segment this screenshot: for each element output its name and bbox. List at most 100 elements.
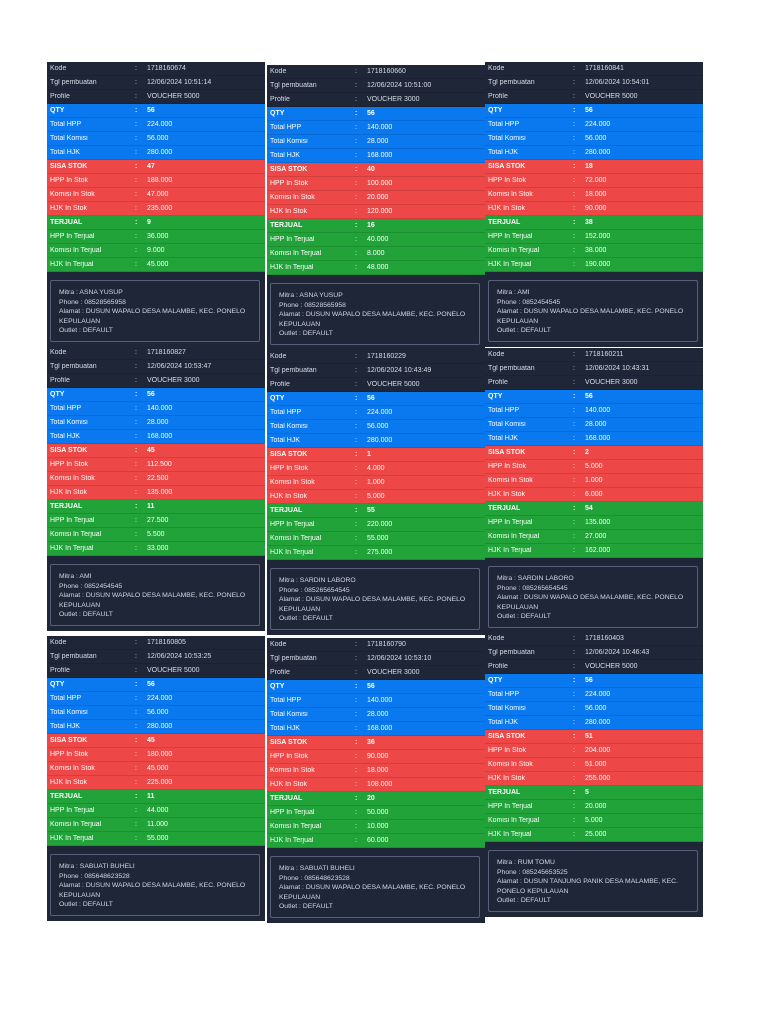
terjual-value: 5 xyxy=(585,789,589,796)
profile-label: Profile xyxy=(488,379,508,386)
total-komisi-value: 56.000 xyxy=(585,135,607,142)
kode-label: Kode xyxy=(50,349,67,356)
colon: : xyxy=(573,177,575,184)
tgl-row: Tgl pembuatan: 12/06/2024 10:53:10 xyxy=(267,652,485,666)
colon: : xyxy=(573,407,575,414)
kode-row: Kode: 1718160841 xyxy=(485,62,703,76)
tgl-value: 12/06/2024 10:54:01 xyxy=(585,79,650,86)
voucher-card-1718160805: Kode: 1718160805 Tgl pembuatan: 12/06/2024… xyxy=(47,636,265,921)
hjk-terjual-row: HJK In Terjual: 275.000 xyxy=(267,546,485,560)
komisi-terjual-value: 27.000 xyxy=(585,533,607,540)
mitra-line: Mitra : SABUATI BUHELI xyxy=(279,865,355,872)
colon: : xyxy=(135,489,137,496)
alamat-value: DUSUN WAPALO DESA MALAMBE, KEC. PONELO K… xyxy=(59,882,246,899)
hjk-terjual-value: 190.000 xyxy=(585,261,611,268)
komisi-terjual-row: Komisi In Terjual: 5.500 xyxy=(47,528,265,542)
hpp-terjual-label: HPP In Terjual xyxy=(270,809,315,816)
total-hjk-value: 280.000 xyxy=(585,149,611,156)
kode-label: Kode xyxy=(270,641,287,648)
alamat-value: DUSUN WAPALO DESA MALAMBE, KEC. PONELO K… xyxy=(279,884,466,901)
alamat-line: Alamat : DUSUN WAPALO DESA MALAMBE, KEC.… xyxy=(59,882,246,899)
alamat-label: Alamat xyxy=(497,308,519,315)
kode-value: 1718160827 xyxy=(147,349,186,356)
outlet-value: DEFAULT xyxy=(302,903,333,910)
kode-row: Kode: 1718160660 xyxy=(267,65,485,79)
hjk-terjual-row: HJK In Terjual: 60.000 xyxy=(267,834,485,848)
hjk-stok-row: HJK In Stok: 108.000 xyxy=(267,778,485,792)
colon: : xyxy=(355,465,357,472)
komisi-stok-label: Komisi In Stok xyxy=(270,479,315,486)
total-komisi-row: Total Komisi: 28.000 xyxy=(267,708,485,722)
colon: : xyxy=(573,803,575,810)
qty-value: 56 xyxy=(367,395,375,402)
mitra-line: Mitra : SABUATI BUHELI xyxy=(59,863,135,870)
komisi-stok-row: Komisi In Stok: 51.000 xyxy=(485,758,703,772)
hpp-stok-value: 204.000 xyxy=(585,747,611,754)
profile-label: Profile xyxy=(488,663,508,670)
total-hpp-value: 140.000 xyxy=(367,124,393,131)
colon: : xyxy=(573,775,575,782)
phone-value: 0852454545 xyxy=(84,582,123,590)
total-komisi-label: Total Komisi xyxy=(488,705,526,712)
colon: : xyxy=(135,723,137,730)
sisa-stok-label: SISA STOK xyxy=(50,447,88,454)
outlet-label: Outlet xyxy=(279,903,298,910)
profile-row: Profile: VOUCHER 3000 xyxy=(47,374,265,388)
terjual-value: 54 xyxy=(585,505,593,512)
colon: : xyxy=(573,261,575,268)
komisi-terjual-row: Komisi In Terjual: 11.000 xyxy=(47,818,265,832)
colon: : xyxy=(573,351,575,358)
total-hjk-label: Total HJK xyxy=(488,149,518,156)
colon: : xyxy=(355,381,357,388)
colon: : xyxy=(355,222,358,229)
colon: : xyxy=(573,449,576,456)
outlet-label: Outlet xyxy=(497,327,516,334)
terjual-label: TERJUAL xyxy=(50,503,83,510)
colon: : xyxy=(355,96,357,103)
outlet-value: DEFAULT xyxy=(82,327,113,334)
mitra-line: Mitra : ASNA YUSUP xyxy=(59,289,123,296)
total-hjk-value: 280.000 xyxy=(585,719,611,726)
colon: : xyxy=(355,152,357,159)
tgl-value: 12/06/2024 10:46:43 xyxy=(585,649,650,656)
kode-label: Kode xyxy=(270,68,287,75)
total-komisi-label: Total Komisi xyxy=(488,135,526,142)
phone-value: 08528565958 xyxy=(304,301,346,309)
tgl-row: Tgl pembuatan: 12/06/2024 10:43:49 xyxy=(267,364,485,378)
alamat-value: DUSUN WAPALO DESA MALAMBE, KEC. PONELO K… xyxy=(497,308,684,325)
mitra-value: SABUATI BUHELI xyxy=(79,863,135,870)
sisa-stok-label: SISA STOK xyxy=(270,739,308,746)
tgl-label: Tgl pembuatan xyxy=(488,365,535,372)
terjual-row: TERJUAL: 16 xyxy=(267,219,485,233)
outlet-label: Outlet xyxy=(279,330,298,337)
komisi-stok-value: 22.500 xyxy=(147,475,169,482)
hjk-terjual-label: HJK In Terjual xyxy=(270,264,314,271)
colon: : xyxy=(355,124,357,131)
hjk-stok-label: HJK In Stok xyxy=(270,493,307,500)
kode-value: 1718160674 xyxy=(147,65,186,72)
hjk-terjual-row: HJK In Terjual: 162.000 xyxy=(485,544,703,558)
total-komisi-label: Total Komisi xyxy=(270,423,308,430)
sisa-stok-row: SISA STOK: 45 xyxy=(47,444,265,458)
voucher-card-1718160229: Kode: 1718160229 Tgl pembuatan: 12/06/2024… xyxy=(267,350,485,635)
colon: : xyxy=(355,166,358,173)
terjual-label: TERJUAL xyxy=(270,507,303,514)
total-komisi-value: 56.000 xyxy=(367,423,389,430)
tgl-label: Tgl pembuatan xyxy=(50,363,97,370)
hpp-terjual-row: HPP In Terjual: 36.000 xyxy=(47,230,265,244)
mitra-line: Mitra : RUM TOMU xyxy=(497,859,555,866)
colon: : xyxy=(573,677,576,684)
terjual-row: TERJUAL: 54 xyxy=(485,502,703,516)
hjk-terjual-value: 48.000 xyxy=(367,264,389,271)
colon: : xyxy=(573,663,575,670)
komisi-stok-value: 18.000 xyxy=(367,767,389,774)
mitra-info-box: Mitra : ASNA YUSUP Phone : 08528565958 A… xyxy=(50,280,260,342)
hpp-stok-label: HPP In Stok xyxy=(488,747,527,754)
hpp-terjual-label: HPP In Terjual xyxy=(270,236,315,243)
total-hpp-value: 224.000 xyxy=(367,409,393,416)
sisa-stok-value: 36 xyxy=(367,739,375,746)
total-komisi-row: Total Komisi: 28.000 xyxy=(267,135,485,149)
hpp-stok-value: 5.000 xyxy=(585,463,603,470)
colon: : xyxy=(573,705,575,712)
total-hjk-row: Total HJK: 280.000 xyxy=(267,434,485,448)
